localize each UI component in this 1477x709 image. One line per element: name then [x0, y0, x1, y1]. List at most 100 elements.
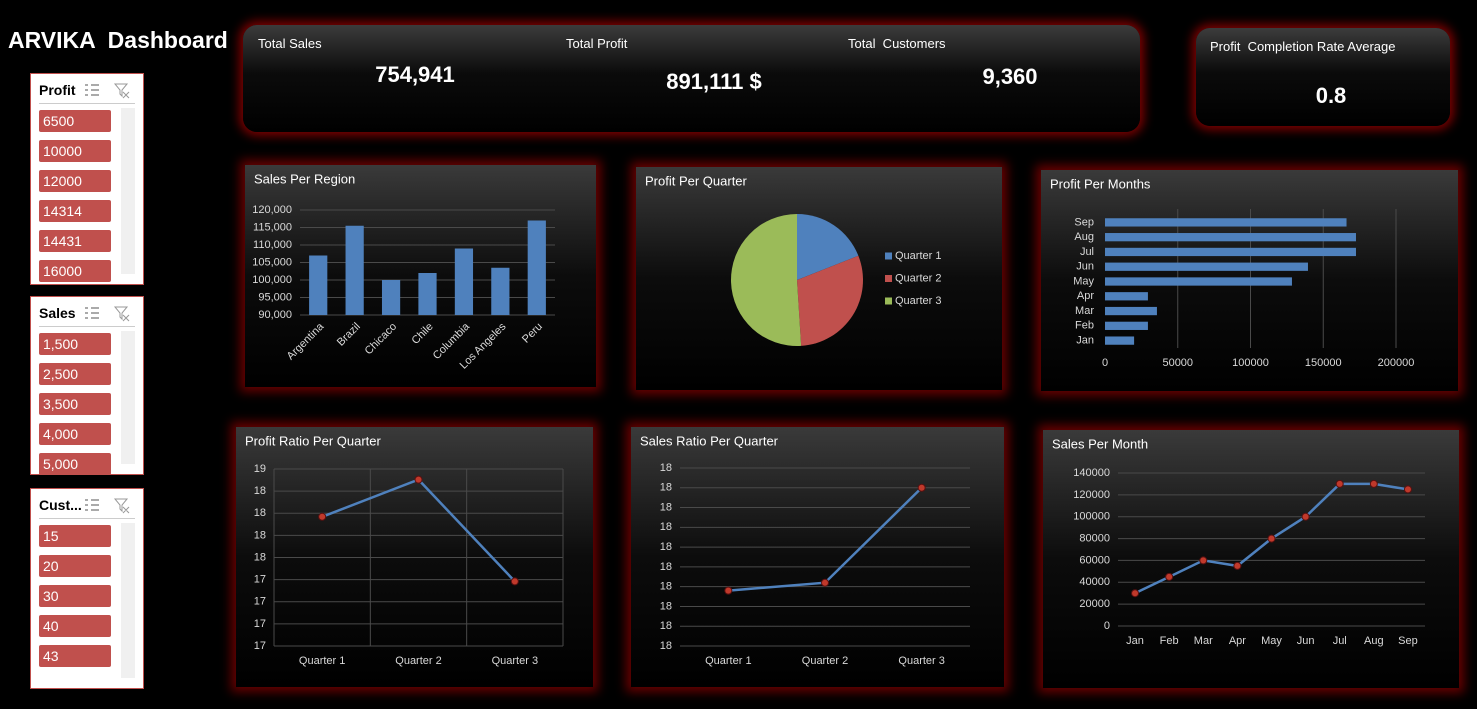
slicer-item[interactable]: 15	[39, 525, 111, 547]
y-tick-label: 105,000	[252, 256, 292, 268]
x-tick-label: Jan	[1126, 635, 1144, 647]
line	[728, 486, 923, 592]
y-tick-label: Jun	[1076, 261, 1094, 273]
slicer-item[interactable]: 1,500	[39, 333, 111, 355]
slicer-item[interactable]: 3,500	[39, 393, 111, 415]
chart: Sales Ratio Per Quarter 18 18 18 18 18 18 18 18 1…	[640, 433, 970, 667]
bar	[1105, 218, 1347, 227]
y-tick-label: 95,000	[258, 291, 292, 303]
marker	[318, 512, 327, 521]
y-tick-label: Feb	[1075, 320, 1094, 332]
slicer-item[interactable]: 16000	[39, 260, 111, 282]
slicer-item[interactable]: 14431	[39, 230, 111, 252]
y-tick-label: 18	[254, 507, 266, 519]
y-tick-label: Sep	[1074, 216, 1094, 228]
y-tick-label: 17	[254, 596, 266, 608]
y-tick-label: 18	[660, 581, 672, 593]
slicer-icons	[85, 83, 130, 99]
marker	[1335, 479, 1344, 488]
y-tick-label: 115,000	[253, 221, 292, 233]
chart: Sales Per Region 90,000 95,000 100,000 105,0…	[252, 171, 555, 372]
bar	[527, 220, 546, 315]
multi-select-icon[interactable]	[85, 84, 99, 96]
slicer-item[interactable]: 43	[39, 645, 111, 667]
scrollbar	[121, 331, 135, 464]
pie-slice	[731, 214, 802, 346]
y-tick-label: 100000	[1073, 511, 1110, 523]
marker	[724, 586, 733, 595]
legend-label: Quarter 1	[895, 250, 941, 262]
y-tick-label: 17	[254, 574, 266, 586]
slicer-item[interactable]: 12000	[39, 170, 111, 192]
y-tick-label: 19	[254, 463, 266, 475]
slicer-item[interactable]: 14314	[39, 200, 111, 222]
kpi-value: 9,360	[982, 64, 1038, 89]
legend-swatch	[885, 275, 892, 282]
x-tick-label: Quarter 2	[802, 655, 848, 667]
x-tick-label: Jul	[1333, 635, 1347, 647]
kpi-value: 754,941	[375, 62, 455, 87]
multi-select-icon[interactable]	[85, 499, 99, 511]
kpi-value: 891,111 $	[666, 69, 762, 94]
x-tick-label: Quarter 3	[898, 655, 944, 667]
y-tick-label: 80000	[1079, 532, 1110, 544]
x-tick-label: May	[1261, 635, 1282, 647]
slicer-icons	[85, 498, 130, 514]
slicer: Cust... 15 20 30 40 43	[30, 488, 144, 689]
side-kpi-card	[1196, 28, 1450, 126]
y-tick-label: 90,000	[258, 309, 292, 321]
bar	[1105, 233, 1356, 242]
bar	[381, 280, 401, 315]
slicer-item[interactable]: 2,500	[39, 363, 111, 385]
kpi-label: Total Sales	[258, 36, 322, 51]
slicer-title: Cust...	[39, 497, 82, 513]
chart-title: Sales Ratio Per Quarter	[640, 433, 779, 448]
marker	[1233, 561, 1242, 570]
x-tick-label: Quarter 1	[705, 655, 751, 667]
scrollbar	[121, 108, 135, 274]
x-tick-label: 100000	[1232, 357, 1269, 369]
x-tick-label: Chicaco	[363, 321, 400, 358]
slicer: Profit 6500 10000 12000 14314 14431 16000	[30, 73, 144, 285]
slicer-item[interactable]: 40	[39, 615, 111, 637]
bar	[1105, 292, 1148, 301]
slicer-icons	[85, 306, 130, 322]
kpi-value: 0.8	[1315, 83, 1347, 108]
y-tick-label: May	[1073, 275, 1094, 287]
clear-filter-icon[interactable]	[113, 306, 130, 322]
x-tick-label: Jun	[1297, 635, 1315, 647]
slicer-item[interactable]: 4,000	[39, 423, 111, 445]
y-tick-label: Aug	[1074, 231, 1094, 243]
y-tick-label: 18	[660, 620, 672, 632]
y-tick-label: 0	[1104, 620, 1110, 632]
x-tick-label: 200000	[1378, 357, 1415, 369]
y-tick-label: 17	[254, 640, 266, 652]
marker	[821, 578, 829, 587]
slicer-item[interactable]: 20	[39, 555, 111, 577]
slicer-divider	[39, 326, 135, 327]
chart: Profit Per Months 0 50000 100000 150000 20000…	[1050, 176, 1415, 369]
clear-filter-icon[interactable]	[113, 83, 130, 99]
slicer-item[interactable]: 5,000	[39, 453, 111, 474]
y-tick-label: 20000	[1079, 598, 1110, 610]
x-tick-label: Quarter 2	[395, 655, 441, 667]
y-tick-label: 140000	[1073, 467, 1110, 479]
marker	[1369, 479, 1378, 488]
slicer-item[interactable]: 30	[39, 585, 111, 607]
slicer-item[interactable]: 10000	[39, 140, 111, 162]
bar	[454, 248, 474, 315]
y-tick-label: 100,000	[252, 274, 292, 286]
marker	[917, 483, 926, 492]
bar	[1105, 321, 1148, 330]
kpi-label: Total Customers	[848, 36, 946, 51]
y-tick-label: 18	[660, 640, 672, 652]
slicer-item[interactable]: 6500	[39, 110, 111, 132]
y-tick-label: 18	[660, 561, 672, 573]
x-tick-label: Chile	[409, 321, 435, 347]
marker	[510, 577, 519, 586]
chart-title: Profit Per Months	[1050, 176, 1151, 191]
multi-select-icon[interactable]	[85, 307, 99, 319]
clear-filter-icon[interactable]	[113, 498, 130, 514]
slicer-divider	[39, 103, 135, 104]
x-tick-label: Aug	[1364, 635, 1384, 647]
